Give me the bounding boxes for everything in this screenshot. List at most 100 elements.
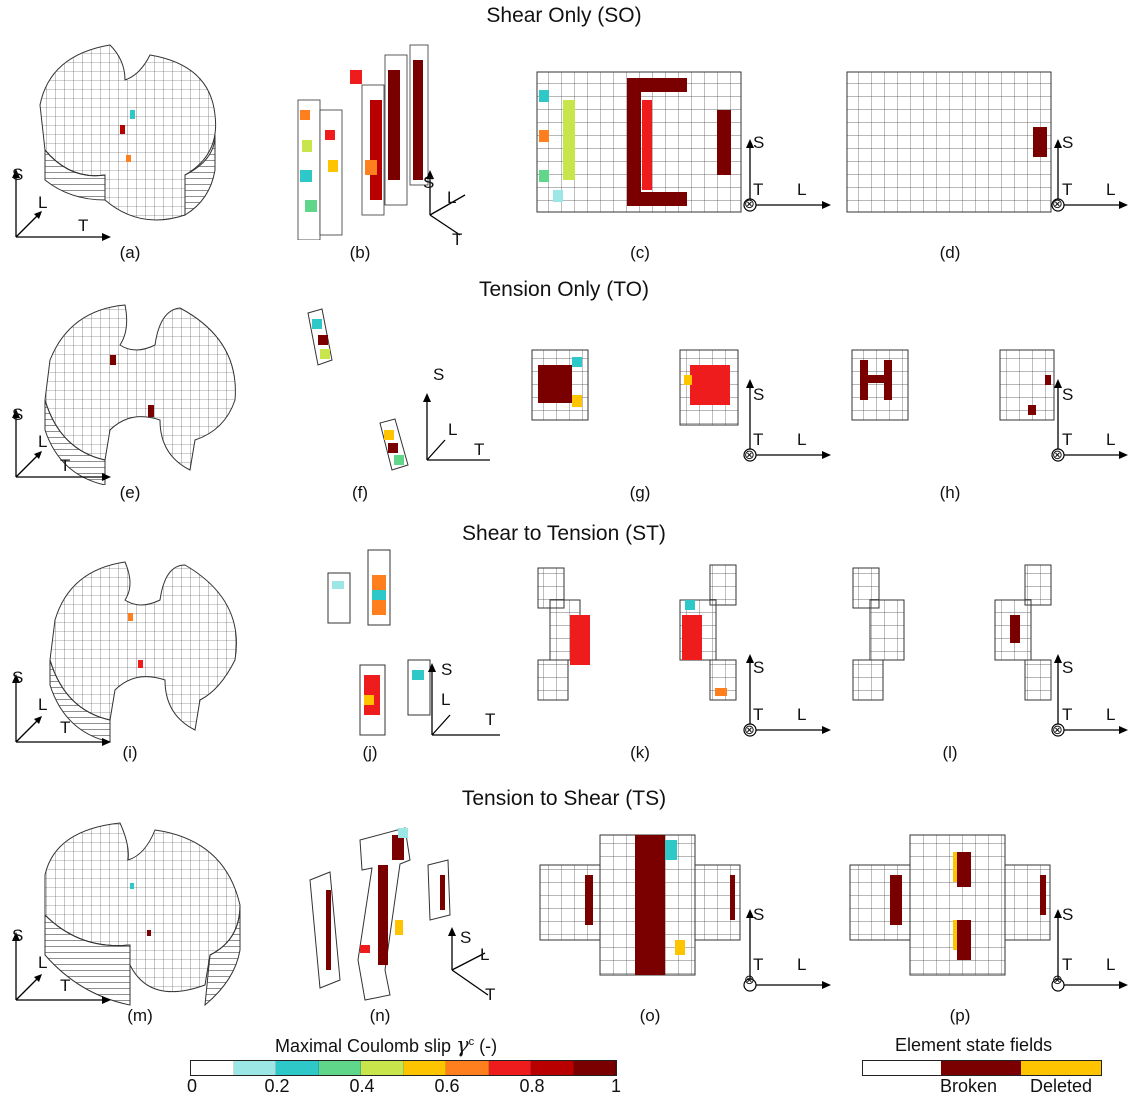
label-e: (e)	[119, 483, 141, 502]
axes-3d-i	[12, 674, 111, 746]
out-of-plane-k: ⊗	[744, 722, 755, 737]
row-title-st: Shear to Tension (ST)	[462, 522, 666, 545]
label-k: (k)	[630, 743, 650, 762]
colorbar-tick: 0.8	[519, 1076, 545, 1096]
colorbar-tick: 0	[186, 1076, 197, 1096]
axis-label-t-m: T	[60, 976, 71, 995]
axis-label-l-b: L	[447, 188, 457, 207]
axis-label-t-j: T	[485, 710, 496, 729]
axis-label-t-l: T	[1062, 705, 1073, 724]
axes-3d-b	[426, 170, 466, 236]
out-of-plane-p: ⊗	[1052, 972, 1063, 987]
axes-2d-l	[1051, 654, 1128, 737]
label-d: (d)	[939, 243, 961, 262]
axis-label-s-m: S	[12, 926, 24, 945]
broken-elements-b	[297, 44, 429, 240]
state-legend-bar	[862, 1060, 1102, 1076]
colorbar-swatch	[361, 1061, 404, 1075]
axis-label-s-o: S	[753, 905, 765, 924]
axis-label-s-p: S	[1062, 905, 1074, 924]
axis-label-l-e: L	[38, 432, 48, 451]
state-broken-label: Broken	[940, 1076, 998, 1096]
axis-label-l: L	[38, 193, 48, 212]
label-h: (h)	[939, 483, 961, 502]
axis-label-s-e: S	[12, 405, 24, 424]
row-title-to: Tension Only (TO)	[479, 278, 649, 301]
axis-label-t-h: T	[1062, 430, 1073, 449]
axes-3d-a	[12, 169, 111, 241]
colorbar-tick: 0.6	[434, 1076, 460, 1096]
axis-label-l-h: L	[1106, 430, 1116, 449]
axis-label-t-p: T	[1062, 955, 1073, 974]
broken-elements-j	[327, 549, 431, 736]
label-a: (a)	[119, 243, 141, 262]
axes-2d-p	[1051, 909, 1128, 992]
colorbar-swatch	[573, 1061, 616, 1075]
axis-label-t-c: T	[753, 180, 764, 199]
state-intact-swatch	[863, 1061, 941, 1075]
colorbar-swatch	[446, 1061, 489, 1075]
axis-label-t-g: T	[753, 430, 764, 449]
axes-2d-o	[743, 909, 831, 992]
colorbar-swatch	[531, 1061, 574, 1075]
axis-label-l-p: L	[1106, 955, 1116, 974]
axis-label-l-c: L	[797, 180, 807, 199]
row-title-so: Shear Only (SO)	[486, 4, 642, 27]
axis-label-s: S	[12, 165, 24, 184]
state-broken-swatch	[941, 1061, 1021, 1075]
axis-label-s-f: S	[433, 365, 445, 384]
slice-d	[846, 71, 1052, 213]
slice-o	[539, 834, 741, 976]
axes-3d-j	[428, 663, 500, 736]
axis-label-s-g: S	[753, 385, 765, 404]
out-of-plane-c: ⊗	[744, 196, 755, 211]
out-of-plane-h: ⊗	[1052, 447, 1063, 462]
label-i: (i)	[122, 743, 138, 762]
axis-label-t-f: T	[474, 440, 485, 459]
axes-3d-f	[423, 393, 490, 461]
row-title-ts: Tension to Shear (TS)	[461, 787, 667, 810]
colorbar-swatch	[403, 1061, 446, 1075]
colorbar-tick: 1	[610, 1076, 621, 1096]
label-c: (c)	[630, 243, 650, 262]
axis-label-l-k: L	[797, 705, 807, 724]
colorbar-swatch	[233, 1061, 276, 1075]
axis-label-s-k: S	[753, 658, 765, 677]
axis-label-s-l: S	[1062, 658, 1074, 677]
label-f: (f)	[351, 483, 369, 502]
axis-label-l-i: L	[38, 695, 48, 714]
label-j: (j)	[362, 743, 378, 762]
mesh-3d-m	[44, 822, 241, 1007]
axis-label-s-c: S	[753, 133, 765, 152]
axis-label-l-g: L	[797, 430, 807, 449]
axis-label-s-n: S	[460, 928, 472, 947]
axis-label-s-b: S	[423, 173, 435, 192]
mesh-3d-e	[44, 304, 236, 485]
axis-label-t-e: T	[60, 456, 71, 475]
colorbar	[190, 1060, 617, 1076]
out-of-plane-l: ⊗	[1052, 722, 1063, 737]
axes-3d-m	[12, 932, 111, 1004]
axis-label-l-f: L	[448, 420, 458, 439]
axes-2d-g	[743, 379, 831, 462]
label-p: (p)	[949, 1006, 971, 1025]
axis-label-t-n: T	[485, 985, 496, 1004]
axis-label-t-o: T	[753, 955, 764, 974]
axis-label-t-i: T	[60, 718, 71, 737]
slice-h	[851, 349, 1055, 421]
axis-label-s-i: S	[12, 668, 24, 687]
axis-label-t-d: T	[1062, 180, 1073, 199]
axis-label-t-k: T	[753, 705, 764, 724]
axes-3d-n	[448, 927, 489, 996]
axis-label-t-b: T	[452, 230, 463, 249]
axes-2d-k	[743, 654, 831, 737]
colorbar-swatch	[488, 1061, 531, 1075]
state-deleted-label: Deleted	[1030, 1076, 1093, 1096]
slice-g	[531, 349, 739, 426]
label-n: (n)	[369, 1006, 391, 1025]
mesh-3d-i	[49, 561, 237, 743]
label-o: (o)	[639, 1006, 661, 1025]
label-g: (g)	[629, 483, 651, 502]
axes-2d-c	[743, 139, 831, 212]
label-l: (l)	[942, 743, 958, 762]
